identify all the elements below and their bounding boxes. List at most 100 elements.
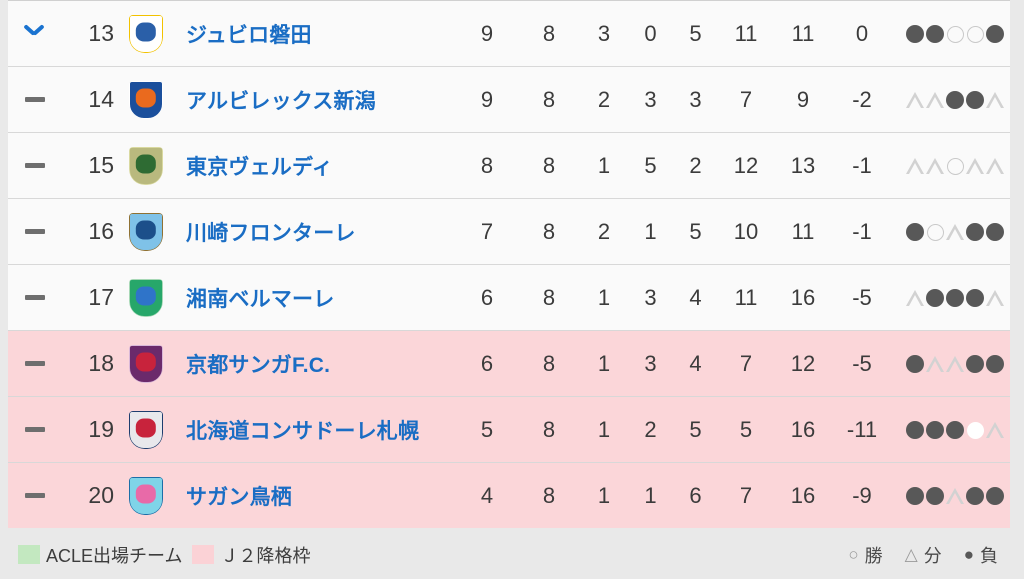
form-draw-icon — [925, 354, 945, 374]
form-loss-icon — [985, 222, 1005, 242]
rank-cell: 13 — [88, 20, 114, 46]
team-logo — [120, 80, 172, 119]
crest-icon — [129, 476, 163, 515]
green-swatch — [18, 545, 40, 564]
drawn-cell: 3 — [644, 350, 657, 376]
played-cell: 8 — [542, 152, 556, 178]
team-link[interactable]: ジュビロ磐田 — [186, 23, 312, 47]
move-indicator-cell — [8, 295, 62, 300]
team-link[interactable]: 京都サンガF.C. — [186, 353, 331, 377]
rank-cell: 14 — [88, 86, 114, 112]
form-loss-icon — [985, 24, 1005, 44]
team-name-cell[interactable]: 川崎フロンターレ — [172, 217, 456, 247]
points-cell: 7 — [480, 218, 494, 244]
table-row[interactable]: 14 アルビレックス新潟 9 8 2 3 3 7 9 -2 — [8, 66, 1010, 132]
form-loss-icon — [925, 486, 945, 506]
crest-icon — [129, 146, 163, 185]
result-legend-label: 負 — [980, 545, 998, 566]
lost-cell: 4 — [689, 284, 702, 310]
result-legend-label: 分 — [923, 545, 942, 566]
goals-against-cell: 9 — [796, 86, 810, 112]
goals-for-cell: 11 — [734, 20, 758, 46]
lost-cell: 5 — [689, 218, 702, 244]
team-link[interactable]: アルビレックス新潟 — [186, 89, 376, 113]
chevron-down-icon — [24, 27, 46, 41]
form-win-icon — [965, 24, 985, 44]
form-draw-icon — [965, 156, 985, 176]
team-name-cell[interactable]: 湘南ベルマーレ — [172, 283, 456, 313]
team-name-cell[interactable]: 北海道コンサドーレ札幌 — [172, 415, 456, 445]
lost-cell: 5 — [689, 416, 702, 442]
won-cell: 1 — [597, 152, 611, 178]
drawn-cell: 3 — [644, 86, 657, 112]
form-draw-icon — [985, 288, 1005, 308]
move-indicator-cell — [8, 427, 62, 432]
points-cell: 5 — [480, 416, 494, 442]
goals-against-cell: 12 — [790, 350, 816, 376]
lost-cell: 4 — [689, 350, 702, 376]
crest-icon — [129, 278, 163, 317]
played-cell: 8 — [542, 350, 556, 376]
team-name-cell[interactable]: サガン鳥栖 — [172, 481, 456, 511]
team-logo — [120, 278, 172, 317]
recent-form-cell — [892, 420, 1010, 440]
recent-form-cell — [892, 90, 1010, 110]
form-draw-icon — [945, 486, 965, 506]
form-loss-icon — [965, 486, 985, 506]
table-row[interactable]: 13 ジュビロ磐田 9 8 3 0 5 11 11 0 — [8, 0, 1010, 66]
points-cell: 6 — [480, 284, 494, 310]
won-cell: 1 — [597, 482, 611, 508]
form-loss-icon — [965, 90, 985, 110]
form-loss-icon — [965, 288, 985, 308]
form-loss-icon — [905, 222, 925, 242]
rank-cell: 19 — [88, 416, 114, 442]
result-legend-item: ○ 勝 — [848, 542, 882, 568]
goal-diff-cell: -1 — [852, 152, 872, 178]
table-row[interactable]: 18 京都サンガF.C. 6 8 1 3 4 7 12 -5 — [8, 330, 1010, 396]
form-draw-icon — [985, 90, 1005, 110]
rank-cell: 16 — [88, 218, 114, 244]
table-row[interactable]: 19 北海道コンサドーレ札幌 5 8 1 2 5 5 16 -11 — [8, 396, 1010, 462]
form-loss-icon — [925, 420, 945, 440]
crest-icon — [129, 344, 163, 383]
drawn-cell: 1 — [644, 482, 657, 508]
table-row[interactable]: 17 湘南ベルマーレ 6 8 1 3 4 11 16 -5 — [8, 264, 1010, 330]
team-logo — [120, 410, 172, 449]
form-draw-icon — [985, 156, 1005, 176]
form-draw-icon — [905, 288, 925, 308]
goal-diff-cell: -2 — [852, 86, 872, 112]
team-name-cell[interactable]: 京都サンガF.C. — [172, 349, 456, 379]
team-link[interactable]: 東京ヴェルディ — [186, 155, 333, 179]
won-cell: 1 — [597, 350, 611, 376]
dash-icon — [25, 493, 45, 498]
goals-against-cell: 13 — [790, 152, 816, 178]
form-win-icon — [945, 156, 965, 176]
crest-icon — [129, 14, 163, 53]
crest-icon — [129, 410, 163, 449]
zone-legend-label: Ｊ２降格枠 — [220, 545, 311, 566]
won-cell: 3 — [597, 20, 611, 46]
team-name-cell[interactable]: ジュビロ磐田 — [172, 19, 456, 49]
recent-form-cell — [892, 222, 1010, 242]
result-legend-item: ● 負 — [964, 542, 998, 568]
table-row[interactable]: 16 川崎フロンターレ 7 8 2 1 5 10 11 -1 — [8, 198, 1010, 264]
goals-for-cell: 11 — [734, 284, 758, 310]
team-name-cell[interactable]: アルビレックス新潟 — [172, 85, 456, 115]
team-name-cell[interactable]: 東京ヴェルディ — [172, 151, 456, 181]
team-link[interactable]: 湘南ベルマーレ — [186, 287, 335, 311]
dash-icon — [25, 295, 45, 300]
team-link[interactable]: 北海道コンサドーレ札幌 — [186, 419, 420, 443]
form-loss-icon — [985, 354, 1005, 374]
move-indicator-cell — [8, 27, 62, 41]
team-link[interactable]: 川崎フロンターレ — [186, 221, 356, 245]
pink-swatch — [192, 545, 215, 564]
zone-legend-item: ACLE出場チーム — [18, 542, 182, 568]
drawn-cell: 0 — [644, 20, 657, 46]
move-indicator-cell — [8, 493, 62, 498]
goals-against-cell: 16 — [790, 284, 816, 310]
table-row[interactable]: 15 東京ヴェルディ 8 8 1 5 2 12 13 -1 — [8, 132, 1010, 198]
table-row[interactable]: 20 サガン鳥栖 4 8 1 1 6 7 16 -9 — [8, 462, 1010, 528]
lost-cell: 5 — [689, 20, 702, 46]
team-link[interactable]: サガン鳥栖 — [186, 485, 292, 509]
